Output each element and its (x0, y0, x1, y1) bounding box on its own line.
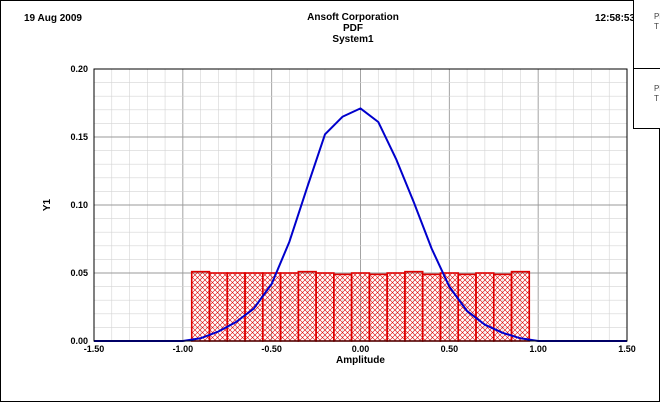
histogram-bar (421, 273, 442, 342)
y-tick-label: 0.10 (70, 200, 88, 210)
tick-labels: -1.50 -1.00 -0.50 0.00 0.50 1.00 1.50 0.00 0.05 0… (70, 64, 635, 354)
y-axis-label: Y1 (42, 198, 53, 211)
x-tick-label: 0.50 (441, 344, 459, 354)
x-tick-label: 1.50 (618, 344, 636, 354)
histogram-bar (386, 272, 406, 342)
y-tick-label: 0.15 (70, 132, 88, 142)
histogram-bar (350, 272, 371, 342)
histogram-bar (439, 272, 460, 342)
header-time: 12:58:53 (595, 13, 636, 24)
histogram-bar (475, 272, 495, 342)
histogram-bar (333, 273, 353, 342)
histogram-bar (279, 272, 300, 342)
y-tick-label: 0.20 (70, 64, 88, 74)
y-tick-label: 0.05 (70, 268, 88, 278)
plot-area-border (93, 68, 628, 342)
histogram-bar (510, 270, 531, 342)
x-tick-label: -1.50 (84, 344, 105, 354)
legend-divider (634, 68, 660, 69)
legend-entry-1-line1: Pl (654, 12, 660, 21)
histogram-bar (226, 272, 246, 342)
y-tick-label: 0.00 (70, 336, 88, 346)
histogram-bar (190, 270, 211, 342)
histogram-bar (368, 273, 388, 342)
company-name: Ansoft Corporation (307, 12, 399, 23)
histogram-bar (315, 272, 335, 342)
legend-panel: Pl T Pl T (633, 0, 660, 129)
histogram-bar (404, 270, 424, 342)
legend-entry-1: Pl T (654, 12, 660, 32)
x-tick-label: -0.50 (261, 344, 282, 354)
x-tick-label: -1.00 (173, 344, 194, 354)
pdf-curve-layer (94, 107, 627, 342)
pdf-curve (94, 107, 627, 342)
histogram-bars (190, 270, 531, 342)
legend-entry-2-line1: Pl (654, 84, 660, 93)
x-axis-label: Amplitude (336, 355, 385, 366)
x-tick-label: 1.00 (529, 344, 547, 354)
legend-entry-1-line2: T (654, 22, 659, 31)
histogram-bar (297, 270, 317, 342)
system-name: System1 (332, 34, 374, 45)
legend-entry-2-line2: T (654, 94, 659, 103)
x-tick-label: 0.00 (352, 344, 370, 354)
title-block: Ansoft Corporation PDF System1 (263, 12, 443, 45)
plot-title: PDF (343, 23, 363, 34)
legend-entry-2: Pl T (654, 84, 660, 104)
histogram-bar (457, 273, 477, 342)
header-date: 19 Aug 2009 (24, 13, 82, 24)
